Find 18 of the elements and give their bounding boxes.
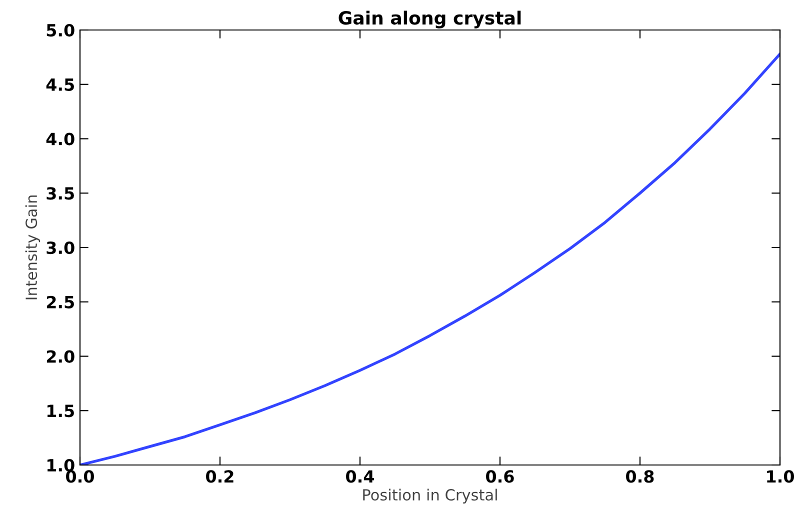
chart-title: Gain along crystal xyxy=(338,10,521,28)
y-tick-label: 4.0 xyxy=(46,132,74,146)
x-axis-title: Position in Crystal xyxy=(363,488,497,504)
y-tick-label: 3.5 xyxy=(46,187,74,200)
x-tick-label: 0.2 xyxy=(206,470,234,483)
y-tick-label: 2.0 xyxy=(46,350,74,363)
x-tick-label: 0.6 xyxy=(486,470,514,483)
y-tick-label: 3.0 xyxy=(46,241,74,254)
x-tick-label: 0.8 xyxy=(626,470,654,483)
y-tick-label: 4.5 xyxy=(46,78,74,91)
y-axis-title: Intensity Gain xyxy=(25,196,40,300)
y-tick-label: 1.5 xyxy=(47,404,74,418)
y-tick-label: 5.0 xyxy=(46,24,74,37)
x-tick-label: 1.0 xyxy=(767,470,794,483)
y-tick-label: 2.5 xyxy=(46,296,74,308)
x-tick-label: 0.0 xyxy=(66,470,94,483)
y-tick-label: 1.0 xyxy=(47,458,74,472)
x-tick-label: 0.4 xyxy=(346,470,374,483)
